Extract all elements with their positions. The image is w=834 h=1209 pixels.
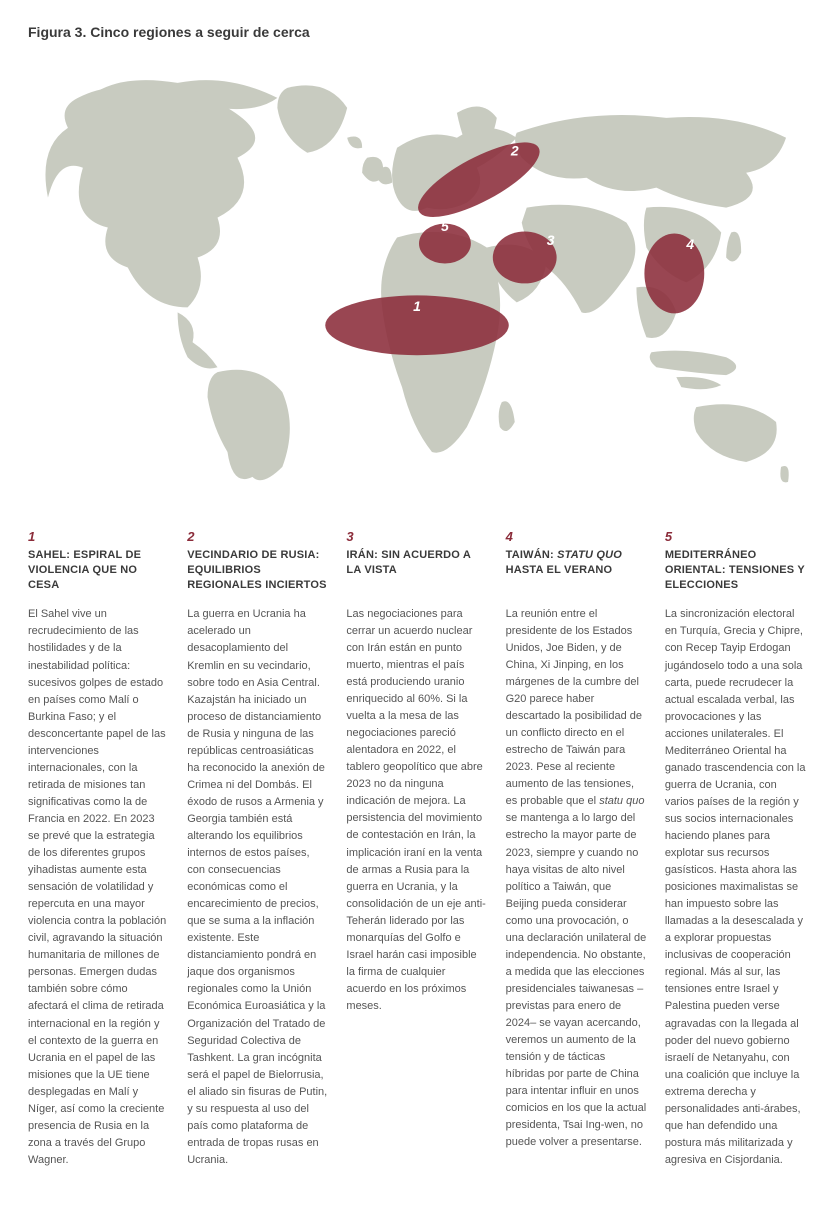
region-col-2: 2 VECINDARIO DE RUSIA: EQUILIBRIOS REGIO… — [187, 529, 328, 1169]
col-body-pre: La reunión entre el presidente de los Es… — [506, 608, 642, 808]
col-body-em: statu quo — [599, 795, 644, 807]
hotspot-ellipse-4 — [644, 234, 704, 314]
figure-title: Figura 3. Cinco regiones a seguir de cer… — [28, 24, 806, 40]
col-body: La sincronización electoral en Turquía, … — [665, 606, 806, 1169]
col-number: 1 — [28, 529, 169, 544]
col-title: VECINDARIO DE RUSIA: EQUILIBRIOS REGIONA… — [187, 548, 328, 593]
hotspot-label-2: 2 — [510, 142, 519, 158]
col-title: MEDITERRÁNEO ORIENTAL: TENSIONES Y ELECC… — [665, 548, 806, 593]
col-number: 5 — [665, 529, 806, 544]
hotspot-label-4: 4 — [685, 236, 694, 252]
col-body: La guerra en Ucrania ha acelerado un des… — [187, 606, 328, 1169]
col-body-post: se mantenga a lo largo del estrecho la m… — [506, 812, 647, 1148]
col-body: Las negociaciones para cerrar un acuerdo… — [346, 606, 487, 1015]
col-title-post: HASTA EL VERANO — [506, 564, 613, 576]
col-number: 2 — [187, 529, 328, 544]
col-number: 3 — [346, 529, 487, 544]
region-columns: 1 SAHEL: ESPIRAL DE VIOLENCIA QUE NO CES… — [28, 529, 806, 1169]
hotspot-label-5: 5 — [441, 218, 449, 234]
hotspot-label-1: 1 — [413, 298, 421, 314]
col-title: SAHEL: ESPIRAL DE VIOLENCIA QUE NO CESA — [28, 548, 169, 593]
region-col-1: 1 SAHEL: ESPIRAL DE VIOLENCIA QUE NO CES… — [28, 529, 169, 1169]
col-body: El Sahel vive un recrudecimiento de las … — [28, 606, 169, 1169]
region-col-3: 3 IRÁN: SIN ACUERDO A LA VISTA Las negoc… — [346, 529, 487, 1169]
col-body: La reunión entre el presidente de los Es… — [506, 606, 647, 1152]
region-col-4: 4 TAIWÁN: STATU QUO HASTA EL VERANO La r… — [506, 529, 647, 1169]
col-title-pre: TAIWÁN: — [506, 549, 558, 561]
col-number: 4 — [506, 529, 647, 544]
col-title: TAIWÁN: STATU QUO HASTA EL VERANO — [506, 548, 647, 592]
region-col-5: 5 MEDITERRÁNEO ORIENTAL: TENSIONES Y ELE… — [665, 529, 806, 1169]
hotspot-label-3: 3 — [547, 232, 555, 248]
col-title-em: STATU QUO — [557, 549, 622, 561]
col-title: IRÁN: SIN ACUERDO A LA VISTA — [346, 548, 487, 592]
world-map: 1 2 3 4 5 — [28, 58, 806, 497]
world-map-svg: 1 2 3 4 5 — [28, 58, 806, 497]
